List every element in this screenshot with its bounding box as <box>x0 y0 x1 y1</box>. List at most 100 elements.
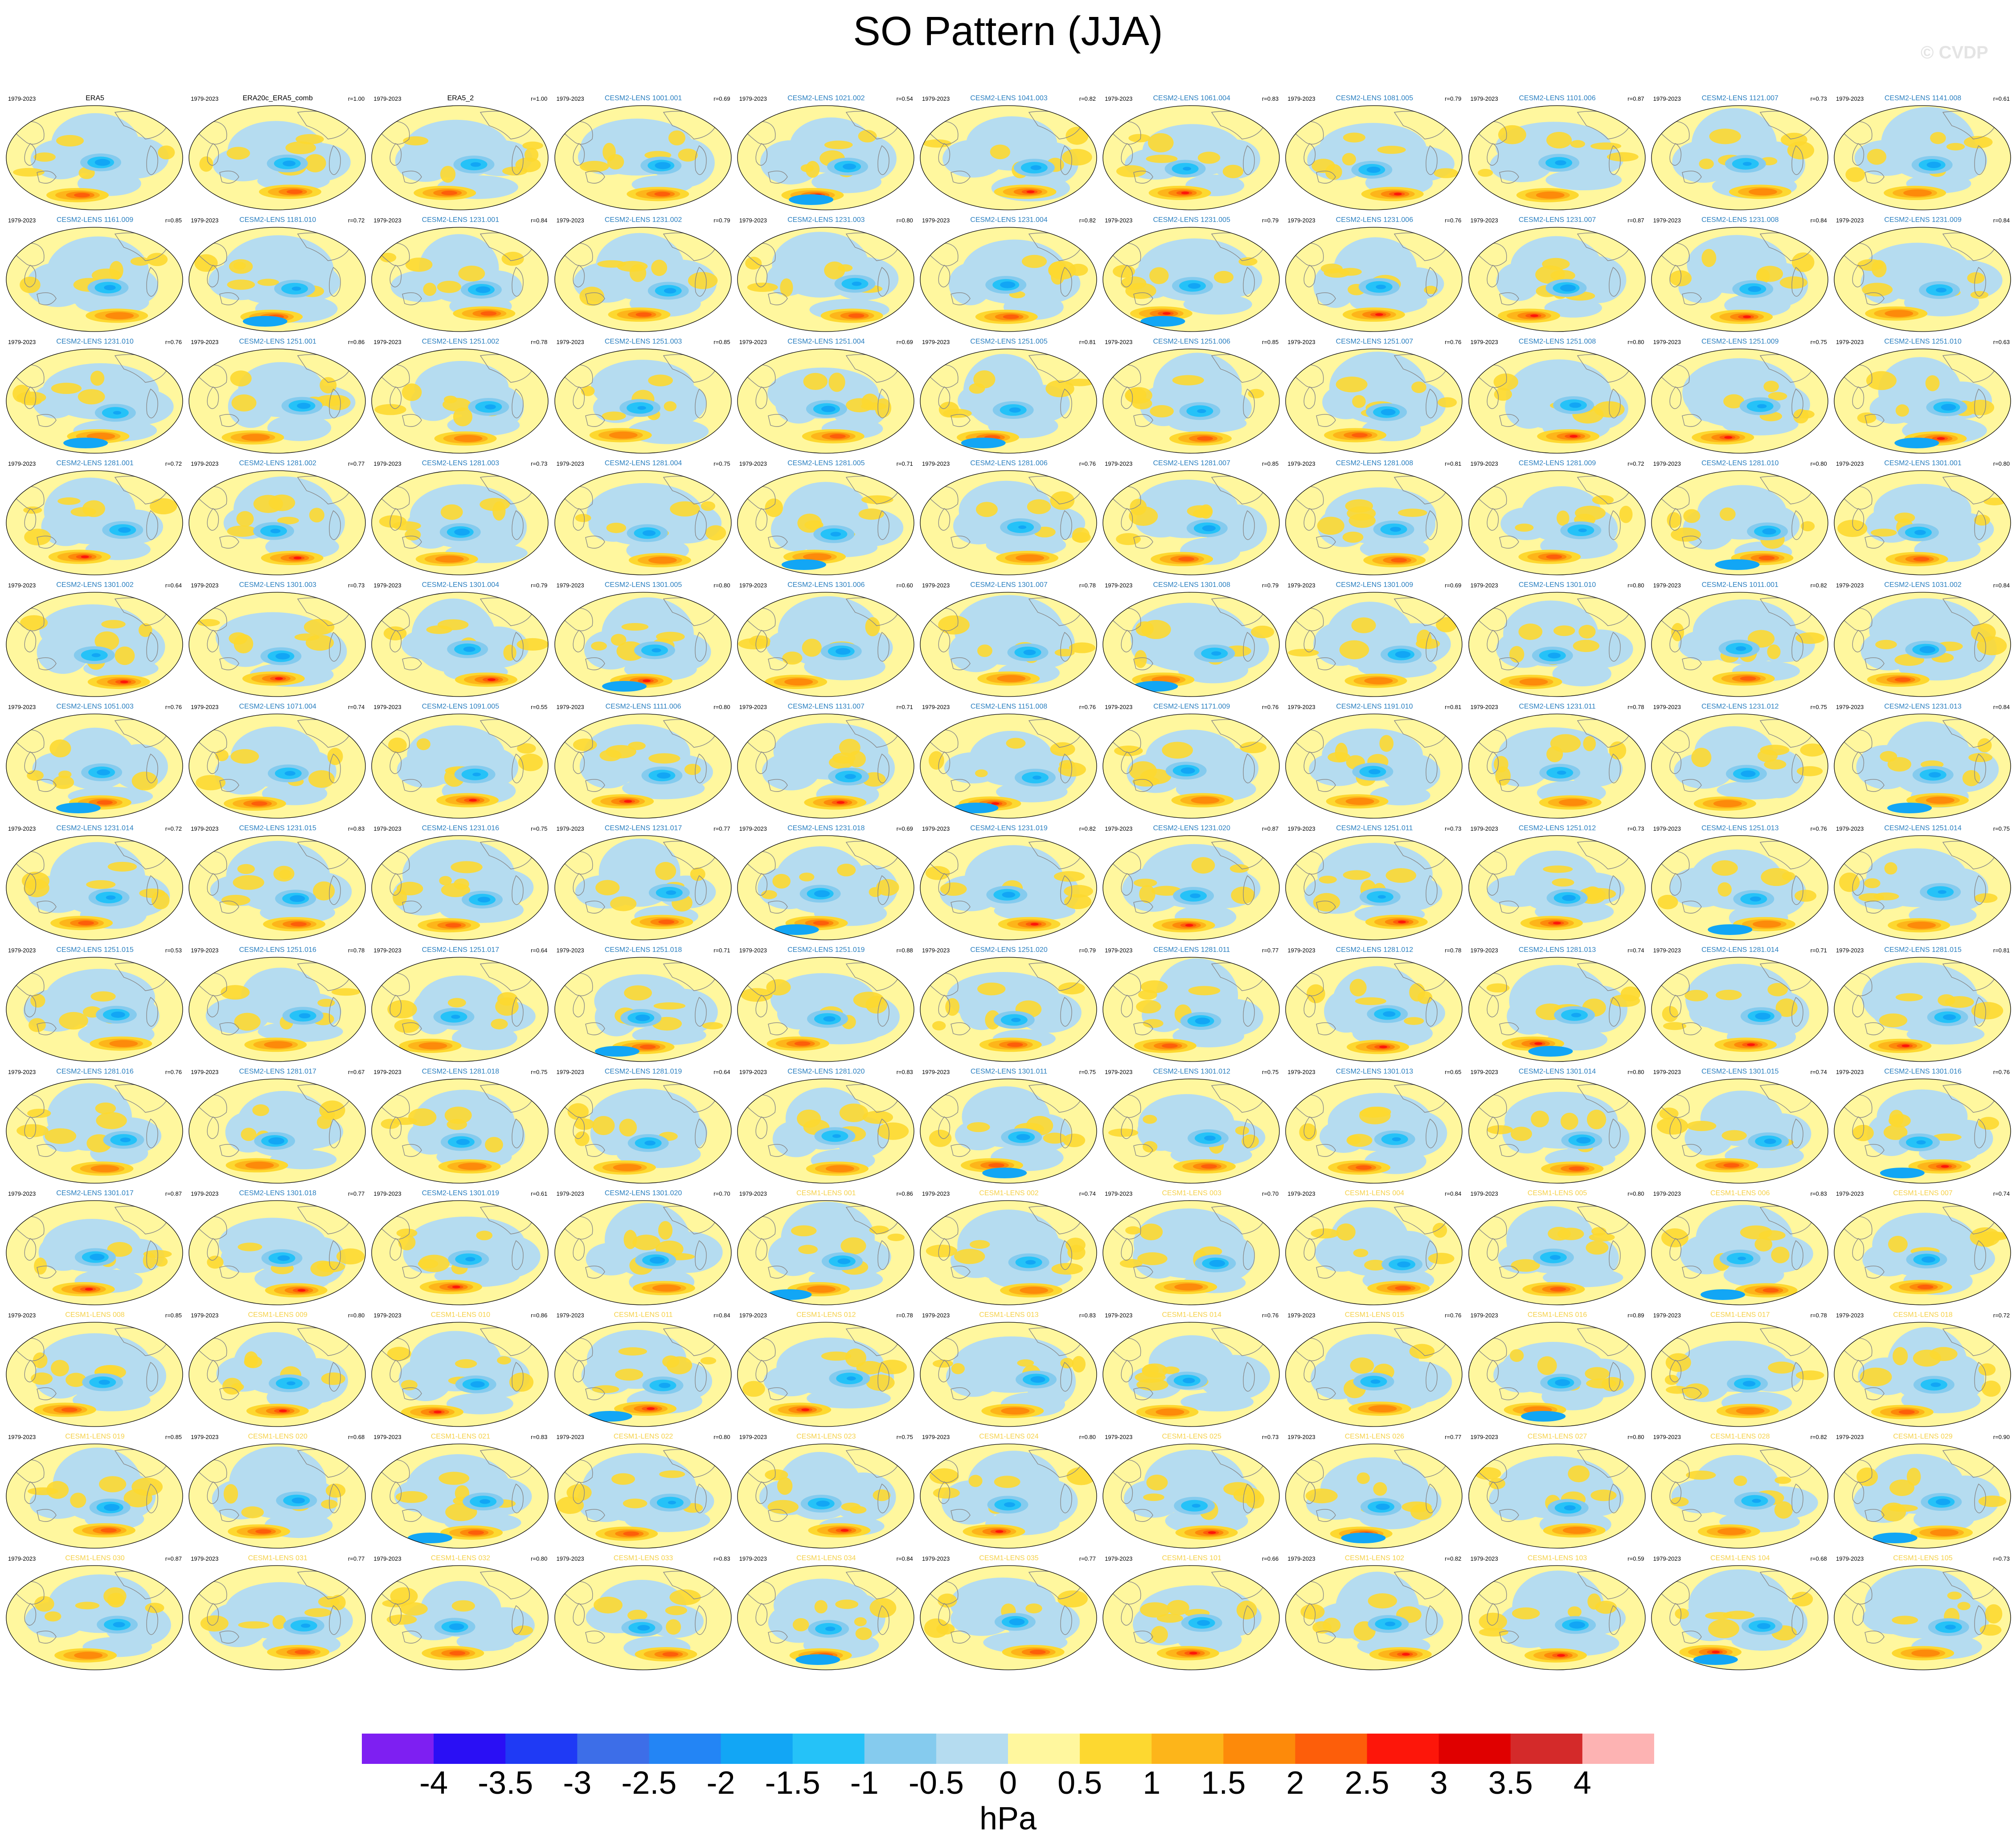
panel-map <box>1834 1078 2011 1184</box>
panel-period: 1979-2023 <box>922 582 950 589</box>
map-panel: 1979-2023 CESM2-LENS 1251.003 r=0.85 <box>552 338 735 460</box>
map-panel: 1979-2023 CESM2-LENS 1281.016 r=0.76 <box>4 1068 186 1190</box>
panel-dataset-name: CESM2-LENS 1281.011 <box>1153 946 1230 954</box>
map-panel: 1979-2023 CESM1-LENS 033 r=0.83 <box>552 1554 735 1677</box>
map-panel: 1979-2023 CESM1-LENS 028 r=0.82 <box>1649 1433 1832 1555</box>
panel-dataset-name: CESM2-LENS 1301.007 <box>970 581 1048 589</box>
colorbar-tick-label: -3 <box>563 1765 592 1801</box>
colorbar-tick-label: -4 <box>419 1765 448 1801</box>
map-panel: 1979-2023 CESM1-LENS 103 r=0.59 <box>1466 1554 1649 1677</box>
panel-map <box>554 348 732 454</box>
panel-dataset-name: CESM2-LENS 1281.003 <box>422 459 500 467</box>
panel-period: 1979-2023 <box>8 217 36 224</box>
panel-dataset-name: CESM2-LENS 1301.006 <box>787 581 865 589</box>
panel-pattern-correlation: r=0.65 <box>1445 1069 1462 1075</box>
panel-period: 1979-2023 <box>1287 582 1315 589</box>
map-panel: 1979-2023 CESM2-LENS 1131.007 r=0.71 <box>735 703 918 825</box>
panel-dataset-name: CESM2-LENS 1231.010 <box>56 338 134 345</box>
panel-map <box>554 227 732 332</box>
map-panel: 1979-2023 CESM2-LENS 1141.008 r=0.61 <box>1832 94 2014 217</box>
colorbar-tick-label: 0.5 <box>1057 1765 1102 1801</box>
panel-dataset-name: CESM2-LENS 1051.003 <box>56 703 134 710</box>
panel-map <box>920 470 1097 575</box>
panel-period: 1979-2023 <box>1470 825 1498 832</box>
panel-dataset-name: CESM1-LENS 033 <box>613 1554 673 1562</box>
map-panel: 1979-2023 CESM1-LENS 035 r=0.77 <box>918 1554 1100 1677</box>
panel-period: 1979-2023 <box>1470 947 1498 954</box>
colorbar-swatch <box>434 1734 506 1764</box>
colorbar-tick-label: 3 <box>1430 1765 1448 1801</box>
panel-map <box>1102 957 1280 1062</box>
panel-period: 1979-2023 <box>191 1312 219 1319</box>
panel-pattern-correlation: r=0.79 <box>1079 947 1096 954</box>
panel-pattern-correlation: r=0.78 <box>1810 1312 1827 1319</box>
panel-dataset-name: CESM2-LENS 1281.007 <box>1153 459 1230 467</box>
panel-map <box>188 592 366 697</box>
panel-period: 1979-2023 <box>1105 825 1133 832</box>
map-panel: 1979-2023 CESM2-LENS 1181.010 r=0.72 <box>186 216 369 338</box>
panel-period: 1979-2023 <box>373 582 402 589</box>
map-panel: 1979-2023 CESM2-LENS 1301.018 r=0.77 <box>186 1189 369 1312</box>
panel-dataset-name: CESM1-LENS 014 <box>1162 1311 1221 1319</box>
panel-dataset-name: CESM2-LENS 1141.008 <box>1884 94 1962 102</box>
panel-pattern-correlation: r=0.80 <box>1810 460 1827 467</box>
panel-dataset-name: CESM2-LENS 1301.001 <box>1884 459 1962 467</box>
panel-dataset-name: CESM2-LENS 1301.018 <box>239 1189 316 1197</box>
panel-pattern-correlation: r=0.66 <box>1262 1555 1279 1562</box>
panel-map <box>1651 1443 1828 1549</box>
panel-pattern-correlation: r=0.83 <box>1079 1312 1096 1319</box>
panel-pattern-correlation: r=0.76 <box>1079 460 1096 467</box>
map-panel: 1979-2023 CESM2-LENS 1281.010 r=0.80 <box>1649 459 1832 582</box>
panel-pattern-correlation: r=0.61 <box>1993 95 2010 102</box>
panel-dataset-name: CESM1-LENS 005 <box>1527 1189 1587 1197</box>
map-panel: 1979-2023 CESM1-LENS 105 r=0.73 <box>1832 1554 2014 1677</box>
panel-pattern-correlation: r=0.84 <box>531 217 548 224</box>
panel-map <box>1651 227 1828 332</box>
panel-period: 1979-2023 <box>739 339 767 345</box>
panel-pattern-correlation: r=0.76 <box>1445 339 1462 345</box>
map-panel: 1979-2023 CESM2-LENS 1231.018 r=0.69 <box>735 824 918 947</box>
panel-period: 1979-2023 <box>1105 95 1133 102</box>
panel-period: 1979-2023 <box>1836 704 1864 710</box>
panel-period: 1979-2023 <box>191 1434 219 1440</box>
panel-period: 1979-2023 <box>556 460 584 467</box>
map-panel: 1979-2023 CESM2-LENS 1041.003 r=0.82 <box>918 94 1100 217</box>
panel-pattern-correlation: r=0.82 <box>1445 1555 1462 1562</box>
panel-map <box>1468 470 1646 575</box>
panel-dataset-name: CESM2-LENS 1301.013 <box>1336 1068 1414 1075</box>
panel-map <box>920 592 1097 697</box>
panel-map <box>1102 1200 1280 1305</box>
cvdp-watermark: © CVDP <box>1921 43 1988 62</box>
panel-pattern-correlation: r=0.76 <box>1993 1069 2010 1075</box>
map-panel: 1979-2023 CESM2-LENS 1301.015 r=0.74 <box>1649 1068 1832 1190</box>
panel-dataset-name: CESM1-LENS 102 <box>1344 1554 1405 1562</box>
panel-map <box>1285 227 1463 332</box>
panel-pattern-correlation: r=0.86 <box>531 1312 548 1319</box>
map-panel: 1979-2023 CESM1-LENS 015 r=0.76 <box>1283 1311 1466 1433</box>
map-panel: 1979-2023 CESM2-LENS 1281.007 r=0.85 <box>1100 459 1283 582</box>
panel-dataset-name: CESM2-LENS 1281.001 <box>56 459 134 467</box>
panel-map <box>1285 1565 1463 1670</box>
panel-pattern-correlation: r=0.84 <box>713 1312 730 1319</box>
map-panel: 1979-2023 CESM1-LENS 017 r=0.78 <box>1649 1311 1832 1433</box>
panel-period: 1979-2023 <box>1836 1190 1864 1197</box>
map-panel: 1979-2023 CESM2-LENS 1301.020 r=0.70 <box>552 1189 735 1312</box>
panel-map <box>1102 348 1280 454</box>
panel-period: 1979-2023 <box>922 1434 950 1440</box>
panel-map <box>737 1443 914 1549</box>
panel-period: 1979-2023 <box>8 704 36 710</box>
panel-period: 1979-2023 <box>8 582 36 589</box>
panel-dataset-name: CESM1-LENS 012 <box>796 1311 856 1319</box>
map-panel: 1979-2023 CESM1-LENS 016 r=0.89 <box>1466 1311 1649 1433</box>
panel-dataset-name: CESM2-LENS 1301.014 <box>1518 1068 1596 1075</box>
panel-period: 1979-2023 <box>8 1555 36 1562</box>
panel-period: 1979-2023 <box>739 1555 767 1562</box>
colorbar-tick-label: 1.5 <box>1201 1765 1246 1801</box>
panel-period: 1979-2023 <box>1836 947 1864 954</box>
colorbar-tick-label: 2 <box>1286 1765 1304 1801</box>
panel-dataset-name: CESM2-LENS 1251.006 <box>1153 338 1230 345</box>
panel-map <box>6 470 183 575</box>
panel-pattern-correlation: r=0.79 <box>713 217 730 224</box>
panel-pattern-correlation: r=0.89 <box>1627 1312 1644 1319</box>
panel-period: 1979-2023 <box>556 825 584 832</box>
